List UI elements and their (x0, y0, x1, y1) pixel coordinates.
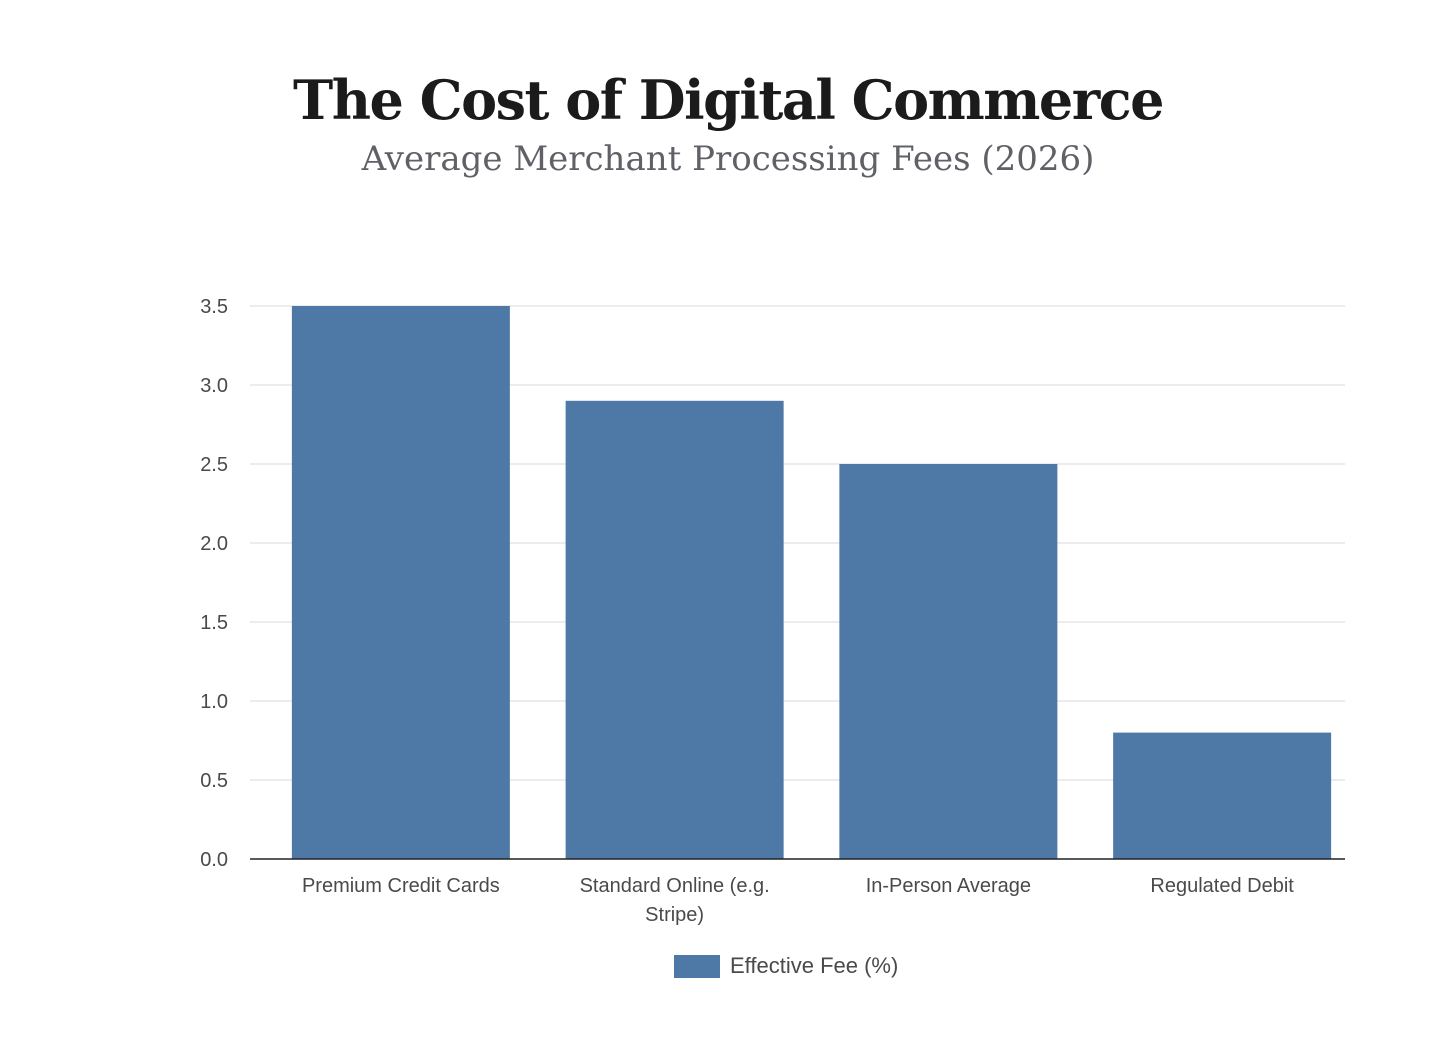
legend-swatch (674, 954, 720, 978)
bars (291, 306, 1332, 859)
y-tick-label: 2.0 (200, 533, 228, 555)
bar (565, 400, 784, 859)
y-tick-label: 0.5 (200, 770, 228, 792)
bar (839, 464, 1058, 859)
y-tick-label: 3.0 (200, 375, 228, 397)
y-tick-label: 1.0 (200, 691, 228, 713)
x-category-label: Standard Online (e.g. Stripe) (580, 875, 770, 926)
chart-subtitle: Average Merchant Processing Fees (2026) (361, 139, 1095, 179)
y-tick-label: 2.5 (200, 454, 228, 476)
x-axis-categories: Premium Credit Cards Standard Online (e.g… (302, 875, 1294, 926)
legend: Effective Fee (%) (674, 948, 898, 984)
y-tick-label: 3.5 (200, 296, 228, 318)
x-category-label: Premium Credit Cards (302, 875, 500, 897)
legend-label: Effective Fee (%) (730, 953, 899, 978)
bar (1113, 732, 1332, 859)
x-category-label: In-Person Average (866, 875, 1031, 897)
y-tick-label: 1.5 (200, 612, 228, 634)
bar (291, 306, 510, 859)
y-tick-label: 0.0 (200, 849, 228, 871)
y-axis-ticks: 0.0 0.5 1.0 1.5 2.0 2.5 3.0 3.5 (200, 296, 228, 871)
chart-title: The Cost of Digital Commerce (293, 68, 1164, 132)
x-category-label: Regulated Debit (1150, 875, 1294, 897)
